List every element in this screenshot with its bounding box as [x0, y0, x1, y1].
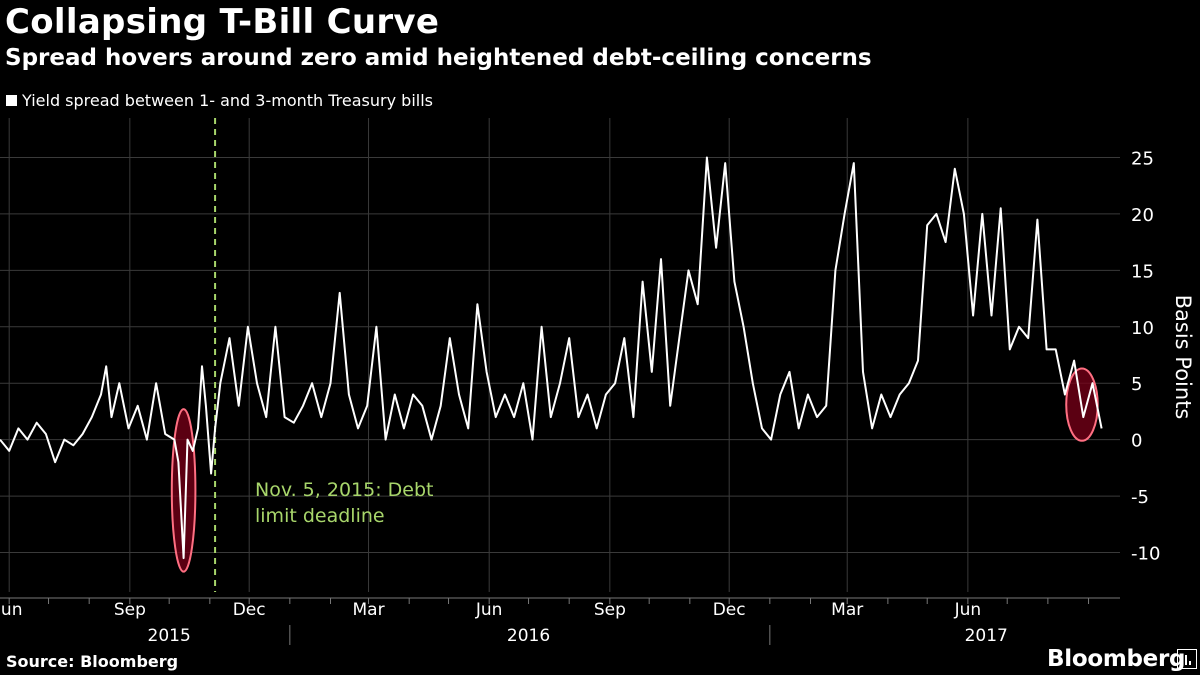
x-tick-label: Jun: [954, 600, 982, 620]
x-tick-label: Sep: [594, 600, 626, 620]
chart-title: Collapsing T-Bill Curve: [5, 2, 440, 42]
brand-chart-icon: [1177, 649, 1197, 669]
y-tick-label: 20: [1131, 205, 1154, 226]
legend-label: Yield spread between 1- and 3-month Trea…: [22, 91, 433, 110]
series-line: [0, 156, 1103, 560]
year-label: 2017: [965, 626, 1008, 646]
source-note: Source: Bloomberg: [6, 652, 179, 671]
year-label: 2016: [507, 626, 550, 646]
y-tick-label: -5: [1131, 487, 1149, 508]
highlight-ellipse: [170, 408, 197, 573]
x-tick-label: Mar: [831, 600, 863, 620]
y-tick-label: 5: [1131, 374, 1142, 395]
y-tick-label: -10: [1131, 544, 1160, 565]
x-tick-label: Jun: [0, 600, 22, 620]
legend-swatch: [6, 95, 17, 106]
y-tick-label: 0: [1131, 431, 1142, 452]
reference-annotation-line1: Nov. 5, 2015: Debt: [255, 479, 433, 501]
y-tick-label: 25: [1131, 149, 1154, 170]
x-tick-label: Dec: [233, 600, 266, 620]
chart-legend: Yield spread between 1- and 3-month Trea…: [6, 91, 433, 110]
chart-subtitle: Spread hovers around zero amid heightene…: [5, 45, 872, 71]
x-tick-label: Mar: [352, 600, 384, 620]
y-tick-label: 10: [1131, 318, 1154, 339]
x-tick-label: Sep: [114, 600, 146, 620]
y-axis-label: Basis Points: [1171, 295, 1195, 420]
x-tick-label: Dec: [713, 600, 746, 620]
x-tick-label: Jun: [475, 600, 503, 620]
y-tick-label: 15: [1131, 261, 1154, 282]
brand-logo: Bloomberg: [1047, 646, 1186, 672]
reference-annotation-line2: limit deadline: [255, 505, 385, 527]
year-label: 2015: [148, 626, 191, 646]
